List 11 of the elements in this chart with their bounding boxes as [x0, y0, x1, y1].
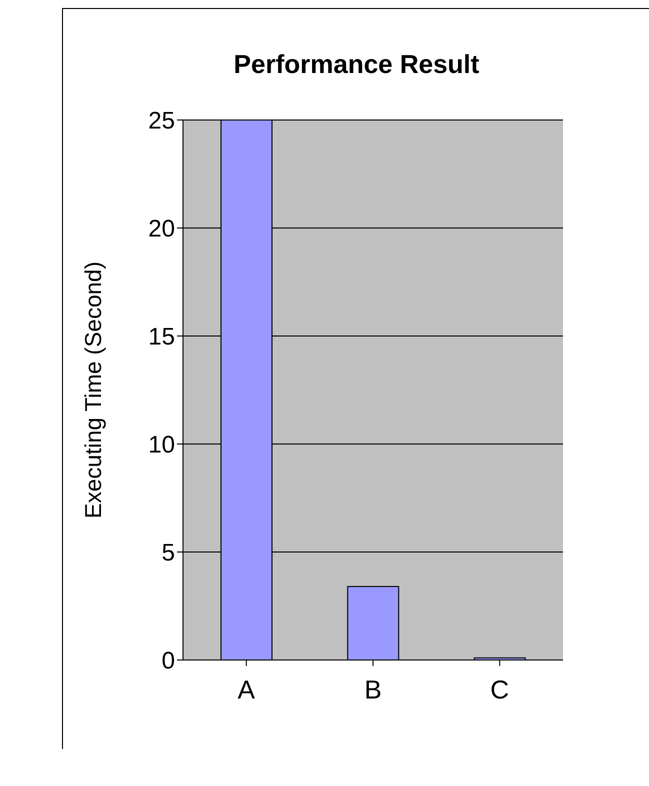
x-tick-label: C [490, 674, 510, 704]
chart-title: Performance Result [232, 49, 480, 80]
y-tick-label: 10 [148, 432, 175, 459]
y-axis-title: Executing Time (Second) [80, 262, 106, 518]
x-tick-label: B [364, 674, 382, 704]
y-tick-label: 5 [162, 540, 175, 567]
y-tick-label: 0 [162, 648, 175, 675]
y-tick-label: 15 [148, 324, 175, 351]
x-tick-label: A [238, 674, 256, 704]
y-tick-label: 20 [148, 216, 175, 243]
y-tick-label: 25 [148, 108, 175, 135]
